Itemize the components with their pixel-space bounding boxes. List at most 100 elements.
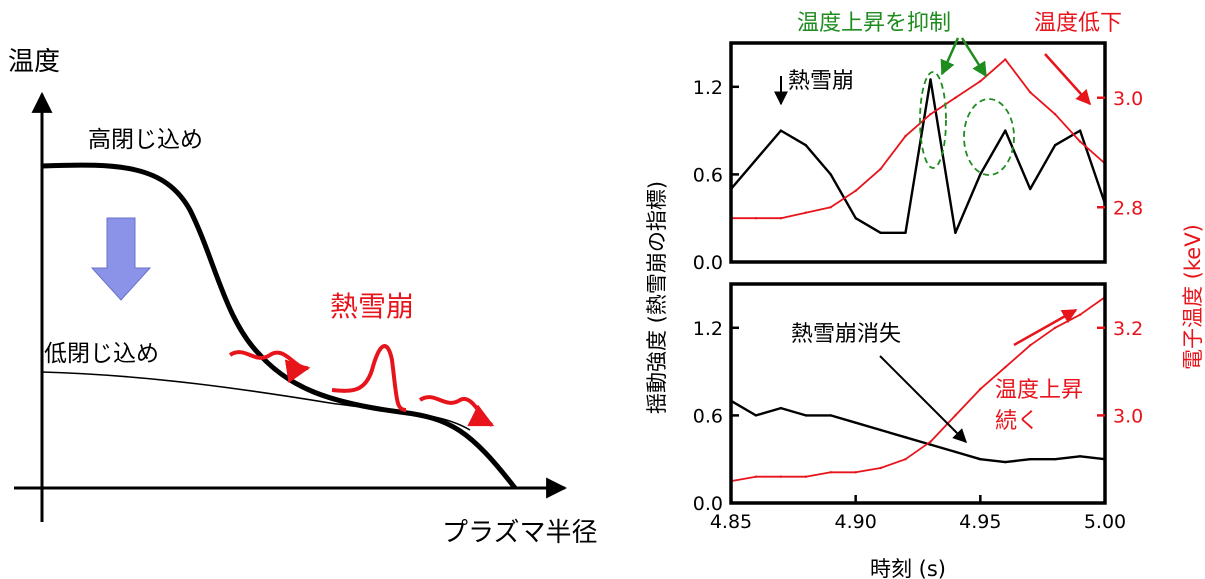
data-point-top-left-7 [904, 231, 907, 234]
data-point-bottom-right-3 [804, 475, 807, 478]
tick-label-right-top-3.0: 3.0 [1113, 88, 1143, 110]
rise-annotation-line2: 続く [995, 409, 1039, 434]
panel-bottom: 0.0 0.6 1.2 3.0 3.2 4.85 4.90 4.95 5.00 [693, 282, 1143, 533]
suppress-annotation: 温度上昇を抑制 [797, 11, 951, 36]
data-point-top-right-4 [829, 206, 832, 209]
data-point-bottom-right-12 [1029, 344, 1032, 347]
high-confinement-label: 高閉じ込め [88, 127, 203, 153]
data-point-top-left-12 [1029, 187, 1032, 191]
data-point-bottom-left-8 [929, 443, 932, 446]
data-point-bottom-right-4 [829, 471, 832, 474]
data-point-top-right-14 [1078, 140, 1082, 143]
data-point-bottom-right-6 [879, 466, 882, 470]
data-point-bottom-left-3 [804, 414, 807, 417]
panel-top: 0.0 0.6 1.2 2.8 3.0 [693, 41, 1143, 274]
series-top-temperature [731, 58, 1106, 220]
data-point-top-right-7 [904, 134, 907, 138]
data-point-top-right-5 [854, 189, 857, 192]
data-point-bottom-right-8 [929, 440, 932, 443]
data-point-top-left-8 [929, 78, 932, 81]
rise-annotation-line1: 温度上昇 [995, 378, 1083, 403]
data-point-bottom-left-6 [879, 428, 882, 432]
avalanche-wave-2 [418, 395, 495, 427]
series-bottom-fluctuation [730, 399, 1106, 464]
series-top-fluctuation [730, 78, 1107, 235]
data-point-top-left-5 [854, 217, 857, 220]
data-point-top-right-9 [954, 96, 957, 100]
avalanche-label: 熱雪崩 [330, 290, 414, 323]
suppress-ellipse-2 [963, 98, 1015, 176]
rise-arrow [1013, 308, 1078, 347]
suppress-arrow-1 [940, 37, 960, 76]
data-point-bottom-left-12 [1029, 458, 1032, 461]
data-point-top-right-1 [754, 217, 758, 220]
panel-frame-bottom [729, 282, 1107, 505]
data-point-top-left-10 [979, 173, 982, 176]
data-point-top-left-4 [829, 173, 832, 176]
data-point-bottom-right-13 [1053, 326, 1057, 329]
tick-label-left-top-0.6: 0.6 [693, 164, 723, 186]
tick-label-x-4.90: 4.90 [835, 511, 877, 533]
vanish-annotation: 熱雪崩消失 [791, 322, 901, 347]
data-point-top-right-3 [804, 211, 807, 214]
low-confinement-profile [41, 371, 471, 431]
data-point-top-left-9 [954, 231, 957, 234]
data-point-bottom-left-13 [1053, 458, 1057, 461]
data-point-bottom-left-7 [904, 436, 907, 439]
down-arrow-icon [90, 217, 152, 301]
series-bottom-temperature [730, 296, 1106, 482]
temp-drop-annotation: 温度低下 [1034, 11, 1122, 36]
data-point-top-right-12 [1029, 91, 1032, 94]
data-point-bottom-right-10 [979, 387, 982, 391]
high-confinement-profile [41, 162, 517, 490]
left-diagram: 温度 プラズマ半径 高閉じ込め 低閉じ込め 熱雪崩 [8, 47, 597, 548]
panel-frame-top [729, 41, 1107, 264]
tick-label-right-bottom-3.0: 3.0 [1113, 405, 1143, 427]
data-point-bottom-right-14 [1078, 313, 1082, 316]
data-point-bottom-left-4 [829, 414, 832, 417]
data-point-top-left-6 [879, 231, 882, 234]
data-point-bottom-right-1 [754, 475, 758, 478]
left-axis-title: 揺動強度 (熱雪崩の指標) [645, 181, 669, 414]
tick-label-left-bottom-0.6: 0.6 [693, 405, 723, 427]
right-plots: 0.0 0.6 1.2 2.8 3.0 0.0 0.6 1.2 3.0 3.2 4.85 4.90 4.… [693, 41, 1143, 533]
data-point-top-right-2 [779, 217, 783, 220]
data-point-top-left-11 [1004, 129, 1007, 132]
data-point-top-right-10 [979, 80, 982, 83]
data-point-top-right-13 [1053, 113, 1057, 116]
tick-label-left-top-0.0: 0.0 [693, 252, 723, 274]
tick-label-right-top-2.8: 2.8 [1113, 197, 1143, 219]
data-point-bottom-right-2 [779, 475, 783, 478]
x-axis-title: 時刻 (s) [870, 557, 946, 579]
data-point-bottom-right-5 [854, 471, 857, 474]
tick-label-left-bottom-1.2: 1.2 [693, 318, 723, 340]
data-point-bottom-left-10 [979, 458, 982, 461]
data-point-top-right-11 [1004, 58, 1007, 61]
data-point-bottom-left-14 [1078, 455, 1082, 458]
tick-label-left-top-1.2: 1.2 [693, 77, 723, 99]
data-point-bottom-left-1 [754, 414, 758, 417]
tick-label-x-4.95: 4.95 [959, 511, 1001, 533]
y-axis-label: 温度 [8, 47, 60, 77]
low-confinement-label: 低閉じ込め [44, 341, 159, 367]
vanish-arrow [879, 355, 967, 443]
top-avalanche-annotation: 熱雪崩 [788, 69, 854, 94]
data-point-bottom-left-5 [854, 421, 857, 424]
data-point-bottom-right-11 [1004, 366, 1007, 369]
data-point-top-left-2 [779, 129, 783, 132]
data-point-bottom-right-7 [904, 458, 907, 461]
data-point-bottom-left-2 [779, 406, 783, 410]
suppress-arrow-2 [960, 37, 988, 78]
data-point-bottom-left-9 [954, 450, 957, 454]
tick-label-x-5.00: 5.00 [1084, 511, 1126, 533]
data-point-top-left-3 [804, 144, 807, 147]
right-axis-title: 電子温度 (keV) [1181, 224, 1205, 370]
tick-label-left-bottom-0.0: 0.0 [693, 493, 723, 515]
data-point-top-right-8 [929, 113, 932, 116]
data-point-top-right-6 [879, 167, 882, 171]
data-point-bottom-right-9 [954, 414, 957, 417]
tick-label-right-bottom-3.2: 3.2 [1113, 318, 1143, 340]
avalanche-pulse [331, 344, 407, 412]
x-axis-label: プラズマ半径 [442, 518, 597, 548]
